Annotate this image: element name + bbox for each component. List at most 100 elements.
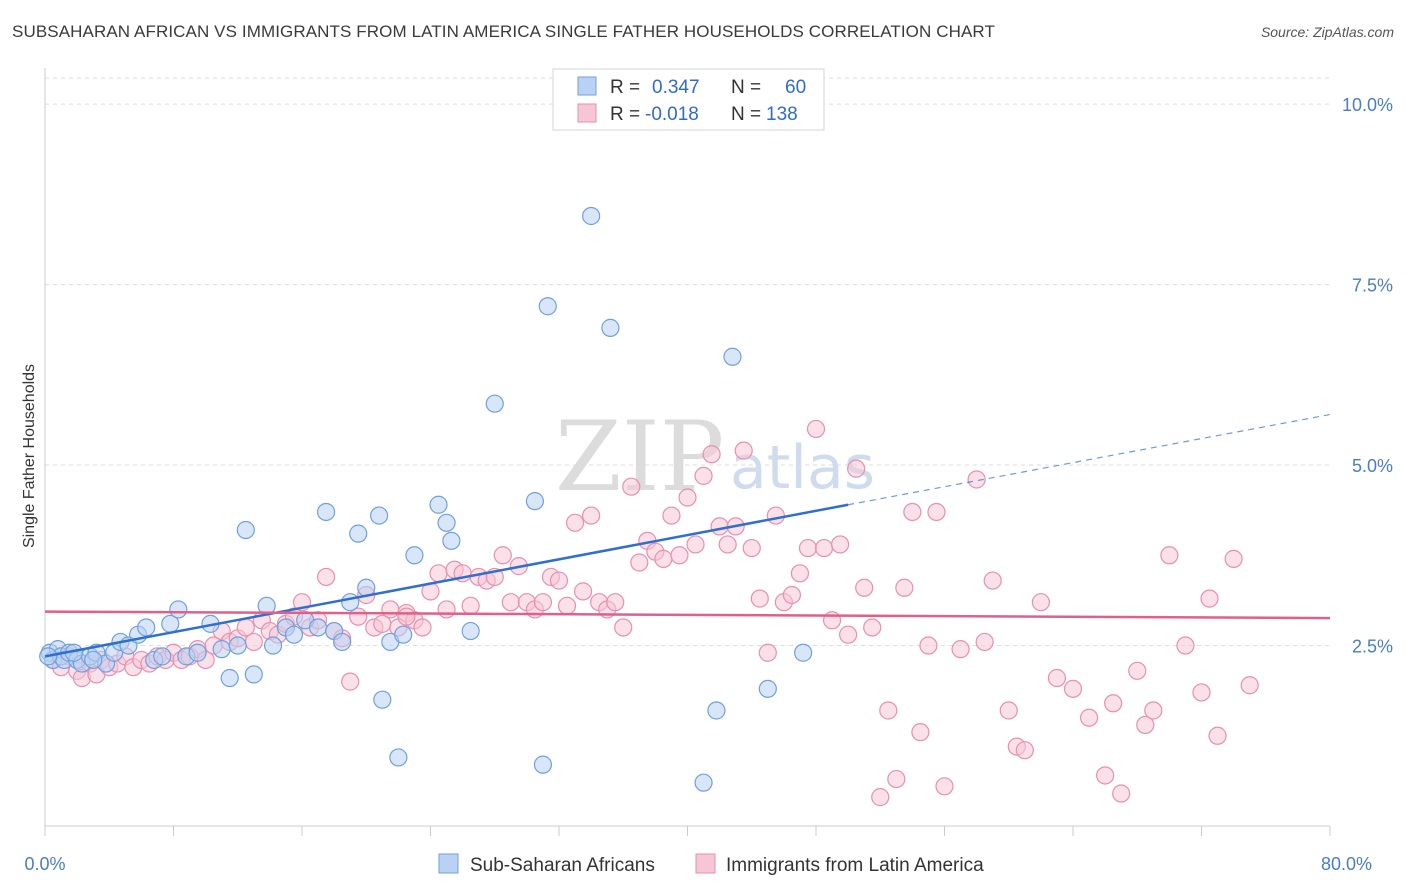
trend-line-sub-saharan-extension [848, 413, 1331, 506]
point-sub-saharan [137, 618, 156, 637]
point-sub-saharan [405, 546, 424, 565]
point-sub-saharan [169, 600, 188, 619]
point-sub-saharan [461, 621, 480, 641]
legend-r-label-2: R = [610, 104, 640, 125]
point-latin-america [734, 441, 753, 460]
point-latin-america [879, 701, 898, 720]
point-latin-america [935, 777, 954, 796]
point-latin-america [1136, 715, 1155, 735]
point-latin-america [1128, 661, 1147, 680]
point-latin-america [847, 459, 866, 478]
point-sub-saharan [244, 665, 263, 684]
point-latin-america [814, 538, 834, 558]
point-latin-america [1079, 708, 1099, 727]
trend-line-latin-america [44, 610, 1331, 620]
chart-source: Source: ZipAtlas.com [1260, 24, 1394, 40]
point-latin-america [782, 585, 802, 605]
point-latin-america [790, 564, 810, 583]
point-sub-saharan [723, 347, 742, 366]
point-latin-america [533, 593, 553, 612]
point-latin-america [493, 546, 512, 565]
y-tick-labels: 2.5% 5.0% 7.5% 10.0% [1342, 95, 1393, 656]
point-latin-america [1176, 636, 1195, 655]
point-latin-america [750, 589, 769, 608]
legend-n-value-2: 138 [766, 104, 798, 125]
point-sub-saharan [220, 668, 239, 688]
point-latin-america [1096, 766, 1115, 785]
series-legend-label-blue: Sub-Saharan Africans [470, 855, 655, 876]
point-latin-america [1144, 701, 1163, 720]
point-sub-saharan [228, 636, 247, 655]
point-latin-america [1208, 726, 1227, 745]
point-latin-america [381, 600, 400, 619]
point-latin-america [855, 578, 874, 597]
point-latin-america [501, 593, 520, 612]
point-latin-america [1112, 784, 1131, 803]
watermark: ZIP atlas [555, 401, 875, 513]
point-latin-america [895, 578, 914, 597]
point-latin-america [718, 535, 737, 554]
point-latin-america [1192, 683, 1211, 702]
point-latin-america [622, 477, 641, 496]
point-latin-america [316, 567, 336, 587]
point-latin-america [686, 535, 705, 554]
point-latin-america [630, 553, 649, 572]
correlation-legend: R = 0.347 N = 60 R = -0.018 N = 138 [552, 68, 825, 131]
legend-n-value-1: 60 [785, 77, 806, 98]
point-latin-america [1015, 741, 1034, 760]
point-sub-saharan [236, 520, 255, 540]
point-latin-america [1240, 676, 1259, 695]
point-latin-america [871, 788, 890, 807]
series-legend-swatch-pink [695, 853, 716, 874]
point-latin-america [397, 607, 416, 626]
x-tick-label-max: 80.0% [1321, 854, 1372, 874]
point-latin-america [437, 600, 456, 619]
point-latin-america [1063, 679, 1083, 698]
y-tick-label: 5.0% [1352, 456, 1393, 476]
point-latin-america [1104, 694, 1123, 713]
point-sub-saharan [442, 531, 461, 550]
x-ticks [44, 826, 1331, 836]
point-sub-saharan [758, 679, 777, 698]
legend-r-value-2: -0.018 [645, 104, 699, 125]
point-latin-america [670, 546, 689, 565]
point-latin-america [951, 640, 970, 659]
point-sub-saharan [308, 618, 328, 637]
point-latin-america [1160, 546, 1179, 565]
point-latin-america [975, 632, 994, 652]
point-latin-america [1047, 668, 1067, 688]
point-sub-saharan [84, 650, 103, 670]
point-latin-america [1200, 589, 1219, 608]
point-latin-america [461, 596, 480, 615]
point-latin-america [557, 596, 577, 615]
watermark-zip: ZIP [555, 401, 724, 513]
point-latin-america [341, 672, 360, 691]
point-latin-america [678, 488, 697, 507]
point-latin-america [911, 723, 930, 742]
point-latin-america [887, 769, 906, 789]
point-latin-america [798, 538, 818, 558]
point-sub-saharan [263, 636, 283, 655]
legend-box [552, 68, 825, 131]
point-latin-america [1031, 593, 1050, 612]
point-latin-america [1224, 549, 1243, 568]
point-latin-america [919, 636, 938, 655]
point-latin-america [244, 632, 263, 652]
point-sub-saharan [284, 625, 304, 644]
point-sub-saharan [316, 502, 336, 522]
point-sub-saharan [349, 524, 368, 543]
series-legend-label-pink: Immigrants from Latin America [726, 855, 984, 876]
series-legend: Sub-Saharan Africans Immigrants from Lat… [438, 853, 984, 876]
point-sub-saharan [707, 701, 726, 720]
point-sub-saharan [525, 492, 545, 511]
legend-n-label-2: N = [731, 104, 761, 125]
point-latin-america [903, 502, 922, 522]
trend-line-sub-saharan [44, 503, 849, 658]
point-sub-saharan [394, 625, 413, 644]
y-tick-label: 10.0% [1342, 95, 1393, 115]
legend-swatch-pink [577, 103, 597, 123]
point-latin-america [839, 625, 858, 644]
y-tick-label: 7.5% [1352, 276, 1393, 296]
point-latin-america [702, 445, 721, 464]
point-latin-america [413, 618, 432, 637]
